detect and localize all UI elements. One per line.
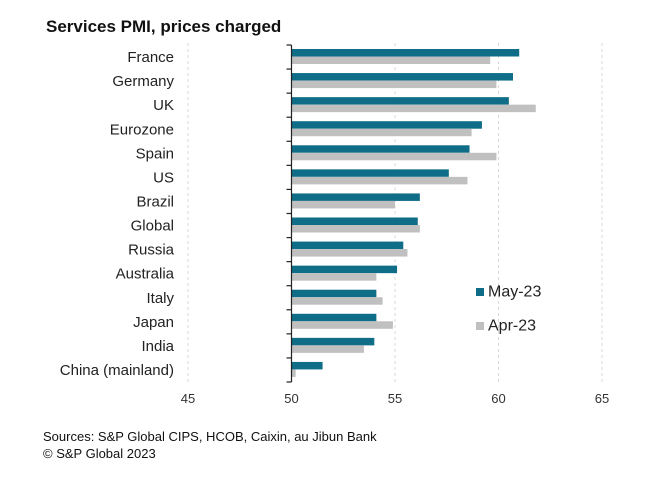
category-label: Eurozone <box>110 121 174 138</box>
legend: May-23 Apr-23 <box>476 284 541 335</box>
category-label: Germany <box>112 73 174 90</box>
bar-apr-23-global <box>291 225 420 233</box>
chart-title: Services PMI, prices charged <box>46 17 281 36</box>
copyright-text: © S&P Global 2023 <box>43 446 156 461</box>
category-label: China (mainland) <box>60 362 174 379</box>
gridlines <box>187 43 603 382</box>
bar-may-23-brazil <box>291 193 420 201</box>
bar-may-23-spain <box>291 145 470 153</box>
bar-apr-23-australia <box>291 273 377 281</box>
bar-may-23-australia <box>291 265 398 274</box>
legend-label-apr-23: Apr-23 <box>488 318 536 335</box>
x-tick-label: 50 <box>284 391 298 406</box>
bar-apr-23-france <box>291 56 491 64</box>
bar-apr-23-india <box>291 345 364 353</box>
category-label: Australia <box>116 266 175 283</box>
bars <box>291 49 536 377</box>
category-label: US <box>153 169 174 186</box>
legend-swatch-may-23 <box>476 288 484 296</box>
bar-apr-23-eurozone <box>291 128 472 137</box>
x-tick-label: 65 <box>595 391 609 406</box>
category-label: UK <box>153 97 174 114</box>
bar-may-23-eurozone <box>291 121 482 129</box>
bar-may-23-global <box>291 217 418 225</box>
category-label: Italy <box>146 290 174 307</box>
legend-label-may-23: May-23 <box>488 284 541 301</box>
bar-apr-23-germany <box>291 80 497 89</box>
bar-apr-23-china-mainland <box>291 369 296 377</box>
bar-apr-23-us <box>291 176 468 185</box>
x-tick-labels: 45 50 55 60 65 <box>181 391 609 406</box>
bar-may-23-us <box>291 169 449 177</box>
category-label: Spain <box>136 145 174 162</box>
bar-may-23-germany <box>291 73 513 81</box>
category-label: Global <box>131 218 174 235</box>
bar-may-23-china-mainland <box>291 361 323 370</box>
legend-swatch-apr-23 <box>476 322 484 330</box>
bar-apr-23-japan <box>291 321 393 329</box>
bar-apr-23-russia <box>291 249 408 257</box>
bar-may-23-france <box>291 49 520 57</box>
bar-apr-23-uk <box>291 104 536 113</box>
category-label: France <box>127 49 174 66</box>
source-note: Sources: S&P Global CIPS, HCOB, Caixin, … <box>43 428 377 462</box>
x-tick-label: 60 <box>491 391 505 406</box>
x-tick-label: 45 <box>181 391 195 406</box>
sources-text: Sources: S&P Global CIPS, HCOB, Caixin, … <box>43 429 377 444</box>
y-axis <box>286 44 293 383</box>
bar-apr-23-italy <box>291 297 383 305</box>
category-label: Russia <box>128 242 175 259</box>
bar-apr-23-brazil <box>291 200 395 209</box>
bar-may-23-italy <box>291 289 377 298</box>
bar-may-23-india <box>291 337 375 346</box>
category-label: India <box>141 338 174 355</box>
category-labels: France Germany UK Eurozone Spain US Brazil Glob… <box>60 49 175 379</box>
category-label: Brazil <box>136 193 174 210</box>
bar-apr-23-spain <box>291 152 497 161</box>
category-label: Japan <box>133 314 174 331</box>
bar-may-23-uk <box>291 97 509 105</box>
bar-may-23-russia <box>291 241 404 250</box>
bar-may-23-japan <box>291 313 377 322</box>
x-tick-label: 55 <box>388 391 402 406</box>
